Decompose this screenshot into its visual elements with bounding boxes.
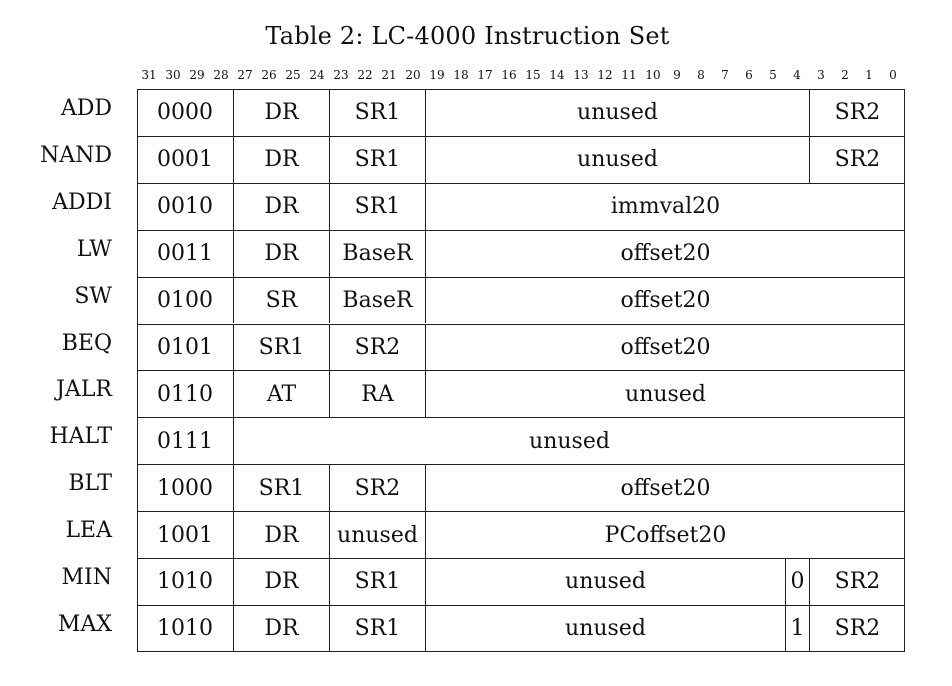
bit-number-2: 2 bbox=[841, 68, 849, 82]
bit-number-22: 22 bbox=[357, 68, 373, 82]
bit-number-29: 29 bbox=[189, 68, 205, 82]
field-cell: 0001 bbox=[137, 135, 233, 183]
bit-number-9: 9 bbox=[673, 68, 681, 82]
field-cell: AT bbox=[233, 370, 329, 418]
field-cell: SR2 bbox=[809, 89, 905, 136]
field-cell: DR bbox=[233, 182, 329, 230]
bit-number-7: 7 bbox=[721, 68, 729, 82]
bit-number-20: 20 bbox=[405, 68, 421, 82]
field-cell: SR1 bbox=[329, 89, 425, 136]
field-cell: 0110 bbox=[137, 370, 233, 417]
bit-number-0: 0 bbox=[889, 68, 897, 82]
field-cell: SR bbox=[233, 276, 329, 324]
field-cell: SR1 bbox=[329, 182, 425, 230]
mnemonic-halt: HALT bbox=[49, 424, 112, 450]
table-caption: Table 2: LC-4000 Instruction Set bbox=[265, 22, 670, 50]
field-cell: unused bbox=[425, 558, 785, 605]
mnemonic-addi: ADDI bbox=[52, 189, 112, 215]
bit-number-3: 3 bbox=[817, 68, 825, 82]
bit-number-14: 14 bbox=[549, 68, 565, 82]
field-cell: SR2 bbox=[809, 558, 905, 605]
field-cell: offset20 bbox=[425, 229, 905, 277]
bit-number-1: 1 bbox=[865, 68, 873, 82]
bit-number-26: 26 bbox=[261, 68, 277, 82]
field-cell: DR bbox=[233, 135, 329, 183]
mnemonic-add: ADD bbox=[60, 96, 112, 121]
field-cell: SR1 bbox=[329, 558, 425, 605]
field-cell: 0111 bbox=[137, 417, 233, 464]
bit-number-11: 11 bbox=[621, 68, 637, 82]
field-cell: unused bbox=[329, 511, 425, 558]
mnemonic-sw: SW bbox=[74, 283, 112, 309]
mnemonic-jalr: JALR bbox=[56, 377, 112, 403]
field-cell: unused bbox=[425, 604, 785, 652]
bit-number-5: 5 bbox=[769, 68, 777, 82]
bit-number-31: 31 bbox=[141, 68, 157, 82]
field-cell: unused bbox=[233, 417, 905, 465]
mnemonic-beq: BEQ bbox=[61, 330, 112, 356]
field-cell: 0 bbox=[785, 558, 809, 605]
mnemonic-lw: LW bbox=[76, 236, 112, 262]
bit-number-19: 19 bbox=[429, 68, 445, 82]
field-cell: offset20 bbox=[425, 323, 905, 371]
field-cell: 0010 bbox=[137, 182, 233, 230]
bit-number-30: 30 bbox=[165, 68, 181, 82]
field-cell: SR2 bbox=[809, 604, 905, 652]
field-cell: SR1 bbox=[329, 604, 425, 652]
field-cell: SR1 bbox=[233, 464, 329, 512]
field-cell: PCoffset20 bbox=[425, 511, 905, 558]
field-cell: BaseR bbox=[329, 229, 425, 277]
bit-number-12: 12 bbox=[597, 68, 613, 82]
bit-number-15: 15 bbox=[525, 68, 541, 82]
field-cell: RA bbox=[329, 370, 425, 418]
field-cell: 1 bbox=[785, 604, 809, 652]
field-cell: immval20 bbox=[425, 182, 905, 230]
bit-number-13: 13 bbox=[573, 68, 589, 82]
field-cell: SR2 bbox=[329, 323, 425, 371]
bit-number-8: 8 bbox=[697, 68, 705, 82]
bit-number-16: 16 bbox=[501, 68, 517, 82]
field-cell: SR1 bbox=[233, 323, 329, 371]
bit-number-header: 31 30 29 28 27 26 25 24 23 22 21 20 19 18 17 16 15 14 13 12… bbox=[137, 68, 905, 86]
field-cell: offset20 bbox=[425, 276, 905, 324]
mnemonic-min: MIN bbox=[61, 565, 112, 590]
field-cell: DR bbox=[233, 511, 329, 558]
bit-number-6: 6 bbox=[745, 68, 753, 82]
mnemonic-nand: NAND bbox=[39, 142, 112, 168]
field-cell: 1010 bbox=[137, 558, 233, 605]
field-cell: 1000 bbox=[137, 464, 233, 511]
field-cell: 1010 bbox=[137, 604, 233, 652]
bit-number-24: 24 bbox=[309, 68, 325, 82]
field-cell: unused bbox=[425, 135, 809, 183]
field-cell: unused bbox=[425, 370, 905, 418]
field-cell: 0100 bbox=[137, 276, 233, 324]
field-cell: 0000 bbox=[157, 99, 213, 125]
bit-number-17: 17 bbox=[477, 68, 493, 82]
field-cell: offset20 bbox=[425, 464, 905, 512]
mnemonic-max: MAX bbox=[57, 611, 112, 637]
bit-number-10: 10 bbox=[645, 68, 661, 82]
field-cell: 0011 bbox=[137, 229, 233, 277]
field-cell: DR bbox=[233, 229, 329, 277]
field-cell: DR bbox=[233, 89, 329, 136]
bit-number-4: 4 bbox=[793, 68, 801, 82]
field-cell: BaseR bbox=[329, 276, 425, 324]
field-cell: SR2 bbox=[809, 135, 905, 183]
mnemonic-lea: LEA bbox=[65, 518, 112, 544]
field-cell: SR1 bbox=[329, 135, 425, 183]
field-cell: DR bbox=[233, 558, 329, 605]
bit-number-18: 18 bbox=[453, 68, 469, 82]
field-cell: 1001 bbox=[137, 511, 233, 558]
bit-number-28: 28 bbox=[213, 68, 229, 82]
bit-number-21: 21 bbox=[381, 68, 397, 82]
mnemonic-blt: BLT bbox=[68, 471, 112, 497]
field-cell: 0101 bbox=[137, 323, 233, 371]
field-cell: DR bbox=[233, 604, 329, 652]
bit-number-23: 23 bbox=[333, 68, 349, 82]
bit-number-27: 27 bbox=[237, 68, 253, 82]
field-cell: SR2 bbox=[329, 464, 425, 512]
field-cell: unused bbox=[425, 89, 809, 136]
bit-number-25: 25 bbox=[285, 68, 301, 82]
